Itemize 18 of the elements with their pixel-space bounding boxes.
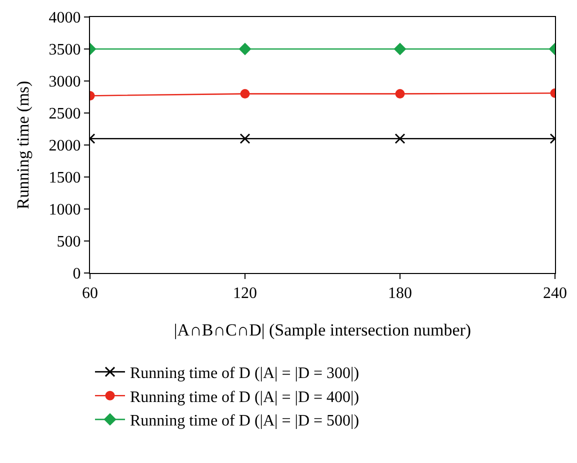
x-axis-title: |A∩B∩C∩D| (Sample intersection number) (174, 320, 472, 340)
y-tick-label: 500 (56, 234, 81, 251)
x-tick-label: 120 (233, 285, 257, 302)
y-tick-label: 2500 (48, 106, 81, 123)
y-tick-label: 3500 (48, 42, 81, 59)
y-tick-label: 3000 (48, 74, 81, 91)
y-tick-label: 4000 (48, 10, 81, 27)
x-tick-label: 60 (82, 285, 98, 302)
y-tick-label: 2000 (48, 138, 81, 155)
y-tick-label: 0 (72, 266, 81, 283)
y-tick-label: 1000 (48, 202, 81, 219)
legend-label: Running time of D (|A| = |D = 400|) (130, 388, 360, 406)
legend-label: Running time of D (|A| = |D = 500|) (130, 412, 360, 430)
x-tick-label: 240 (543, 285, 567, 302)
y-axis-title: Running time (ms) (13, 80, 32, 210)
x-tick-label: 180 (388, 285, 412, 302)
y-tick-label: 1500 (48, 170, 81, 187)
legend-label: Running time of D (|A| = |D = 300|) (130, 365, 360, 382)
